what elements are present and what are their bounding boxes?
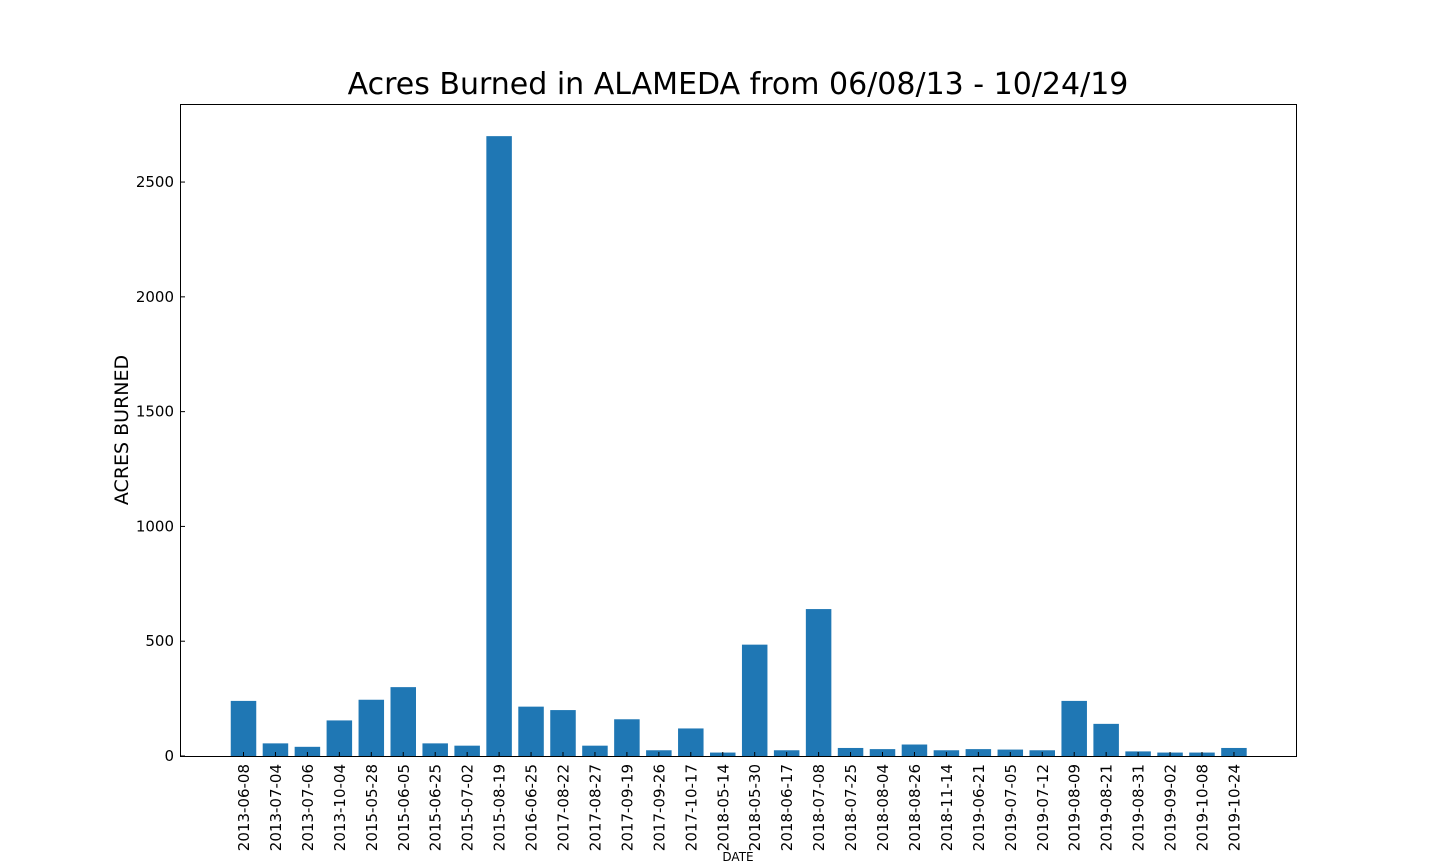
- bar-2013-06-08: [230, 700, 257, 756]
- x-tick-label: 2018-11-14: [938, 764, 956, 851]
- x-tick-label: 2018-08-04: [874, 764, 892, 851]
- x-axis-label: DATE: [722, 850, 753, 864]
- x-tick-label: 2013-10-04: [331, 764, 349, 851]
- plot-frame: [180, 104, 1297, 757]
- x-tick-label: 2018-08-26: [906, 764, 924, 851]
- bar-2019-08-21: [1093, 723, 1119, 756]
- x-tick-label: 2019-09-02: [1162, 764, 1180, 851]
- x-tick-label: 2018-06-17: [778, 764, 796, 851]
- bar-2017-08-27: [582, 745, 608, 756]
- y-tick-label: 2500: [136, 173, 174, 191]
- x-tick-label: 2013-07-06: [299, 764, 317, 851]
- x-axis: 2013-06-08 2013-07-04 2013-07-06 2013-10-04…: [235, 752, 1243, 851]
- x-tick-label: 2017-08-27: [586, 764, 604, 851]
- y-tick-label: 500: [145, 632, 174, 650]
- bar-2015-06-25: [422, 743, 448, 756]
- bar-2013-07-04: [262, 743, 289, 756]
- bar-2013-07-06: [294, 746, 321, 756]
- bar-2017-09-19: [614, 719, 640, 756]
- x-tick-label: 2013-07-04: [267, 764, 285, 851]
- y-tick-label: 0: [164, 747, 174, 765]
- x-tick-label: 2019-10-24: [1225, 764, 1243, 851]
- bar-2018-07-08: [805, 609, 832, 756]
- x-tick-label: 2018-05-30: [746, 764, 764, 851]
- bar-2015-06-05: [390, 687, 416, 756]
- bars-group: [230, 136, 1247, 756]
- y-axis-label: ACRES BURNED: [111, 355, 133, 505]
- bar-2018-07-25: [837, 747, 864, 756]
- x-tick-label: 2015-06-25: [427, 764, 445, 851]
- x-tick-label: 2018-07-08: [810, 764, 828, 851]
- bar-2018-05-30: [741, 644, 768, 756]
- chart-title: Acres Burned in ALAMEDA from 06/08/13 - …: [348, 67, 1129, 102]
- x-tick-label: 2017-10-17: [682, 764, 700, 851]
- x-tick-label: 2019-08-09: [1066, 764, 1084, 851]
- x-tick-label: 2019-07-12: [1034, 764, 1052, 851]
- x-tick-label: 2019-06-21: [970, 764, 988, 851]
- y-tick-label: 1500: [136, 403, 174, 421]
- x-tick-label: 2017-09-19: [618, 764, 636, 851]
- bar-2015-08-19: [486, 136, 512, 756]
- y-axis: 0 500 1000 1500 2000 2500: [136, 173, 185, 765]
- x-tick-label: 2019-08-31: [1130, 764, 1148, 851]
- x-tick-label: 2013-06-08: [235, 764, 253, 851]
- x-tick-label: 2017-09-26: [650, 764, 668, 851]
- x-tick-label: 2016-06-25: [523, 764, 541, 851]
- x-tick-label: 2015-05-28: [363, 764, 381, 851]
- x-tick-label: 2017-08-22: [555, 764, 573, 851]
- x-tick-label: 2019-08-21: [1098, 764, 1116, 851]
- bar-2017-10-17: [678, 728, 704, 756]
- x-tick-label: 2015-08-19: [491, 764, 509, 851]
- x-tick-label: 2018-07-25: [842, 764, 860, 851]
- bar-2019-10-24: [1221, 747, 1247, 756]
- bar-2018-08-26: [901, 744, 928, 756]
- bar-2017-08-22: [550, 710, 576, 756]
- y-tick-label: 2000: [136, 288, 174, 306]
- x-tick-label: 2018-05-14: [714, 764, 732, 851]
- x-tick-label: 2015-07-02: [459, 764, 477, 851]
- bar-2016-06-25: [518, 706, 544, 756]
- bar-2015-05-28: [358, 699, 385, 756]
- x-tick-label: 2015-06-05: [395, 764, 413, 851]
- y-tick-label: 1000: [136, 517, 174, 535]
- bar-2013-10-04: [326, 720, 353, 756]
- x-tick-label: 2019-07-05: [1002, 764, 1020, 851]
- bar-2015-07-02: [454, 745, 480, 756]
- bar-2019-08-09: [1061, 700, 1087, 756]
- x-tick-label: 2019-10-08: [1194, 764, 1212, 851]
